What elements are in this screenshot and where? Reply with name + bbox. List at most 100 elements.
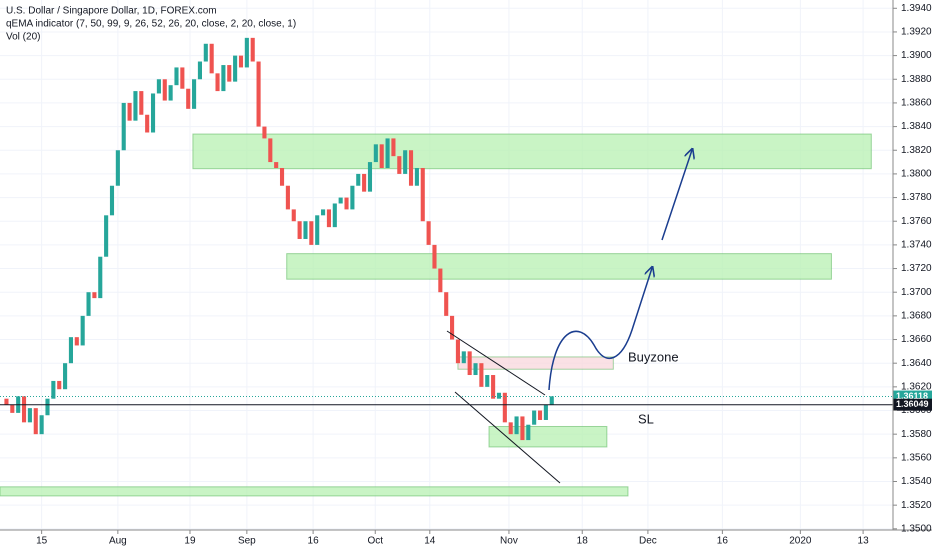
y-tick-label: 1.37800 (901, 192, 932, 203)
y-tick-label: 1.35000 (901, 523, 932, 534)
y-tick-label: 1.36000 (901, 405, 932, 416)
candle (209, 43, 214, 74)
candle (133, 91, 138, 121)
y-tick-label: 1.37000 (901, 287, 932, 298)
candle (238, 55, 244, 68)
candle (367, 162, 373, 192)
candle (502, 392, 507, 423)
candle (414, 167, 419, 186)
candle (215, 73, 220, 92)
candle (4, 398, 9, 405)
candle (438, 268, 443, 293)
candle (51, 380, 56, 399)
candle (92, 292, 97, 299)
candle (233, 55, 238, 82)
y-tick-label: 1.35400 (901, 476, 932, 487)
x-tick-label: 15 (36, 536, 48, 547)
y-tick-label: 1.37400 (901, 240, 932, 251)
volume-label: Vol (20) (6, 32, 40, 43)
candle (74, 337, 79, 346)
candle (397, 156, 402, 174)
candle (467, 351, 472, 376)
candle (315, 215, 320, 245)
x-tick-label: 13 (858, 536, 870, 547)
candle (256, 61, 261, 127)
indicator-label: qEMA indicator (7, 50, 99, 9, 26, 52, 26… (6, 19, 296, 30)
y-tick-label: 1.38800 (901, 74, 932, 85)
candle (262, 126, 267, 139)
candle (162, 79, 167, 101)
candle (444, 292, 449, 316)
candle (338, 197, 343, 204)
candle (115, 150, 120, 186)
y-tick-label: 1.39400 (901, 3, 932, 14)
candle (508, 422, 513, 435)
zone (0, 486, 629, 497)
candle (426, 221, 431, 245)
candle (297, 221, 302, 239)
y-tick-label: 1.38400 (901, 121, 932, 132)
candle (379, 144, 384, 168)
y-tick-label: 1.36600 (901, 334, 932, 345)
annotation: SL (638, 411, 654, 426)
candle (186, 88, 191, 109)
candle (197, 61, 202, 80)
x-tick-label: Dec (639, 536, 657, 547)
candle (227, 65, 232, 82)
candle (303, 221, 308, 239)
candle (485, 375, 490, 387)
candle (244, 37, 249, 68)
price-label: 1.36049 (896, 399, 929, 409)
candle (121, 102, 126, 151)
candle (520, 416, 525, 441)
candle (192, 79, 197, 109)
candle (356, 173, 361, 186)
y-tick-label: 1.35600 (901, 452, 932, 463)
y-tick-label: 1.38600 (901, 98, 932, 109)
symbol-title: U.S. Dollar / Singapore Dollar, 1D, FORE… (6, 6, 217, 17)
candle (180, 67, 185, 89)
y-tick-label: 1.38000 (901, 169, 932, 180)
candle (526, 424, 531, 441)
candle (27, 408, 32, 423)
candle (391, 138, 396, 157)
x-tick-label: 14 (424, 536, 436, 547)
candle (408, 150, 414, 186)
y-tick-label: 1.36800 (901, 311, 932, 322)
x-tick-label: Aug (109, 536, 127, 547)
candle (139, 91, 144, 115)
candle (45, 398, 50, 416)
candle (250, 37, 255, 62)
annotation: Buyzone (628, 349, 679, 364)
x-tick-label: 18 (577, 536, 589, 547)
candle (479, 363, 484, 387)
zone (192, 133, 872, 170)
candle (385, 138, 390, 168)
y-tick-label: 1.38200 (901, 145, 932, 156)
candle (326, 209, 331, 228)
trendline (454, 391, 561, 484)
candle (10, 404, 15, 413)
candle (537, 410, 543, 420)
x-tick-label: Oct (367, 536, 383, 547)
x-tick-label: Sep (238, 536, 256, 547)
candle (455, 339, 460, 364)
candle (221, 65, 226, 92)
candle (57, 380, 62, 390)
x-tick-label: 19 (184, 536, 196, 547)
y-tick-label: 1.39200 (901, 27, 932, 38)
x-tick-label: 2020 (789, 536, 812, 547)
projection-arrow (548, 268, 652, 391)
y-tick-label: 1.37600 (901, 216, 932, 227)
trendline (446, 330, 546, 396)
candle (285, 185, 290, 210)
candle (403, 150, 408, 174)
candle (432, 244, 437, 269)
y-tick-label: 1.35800 (901, 429, 932, 440)
x-tick-label: 16 (717, 536, 729, 547)
candle (109, 185, 115, 216)
candle (274, 162, 279, 168)
y-tick-label: 1.35200 (901, 500, 932, 511)
candle (150, 93, 156, 133)
